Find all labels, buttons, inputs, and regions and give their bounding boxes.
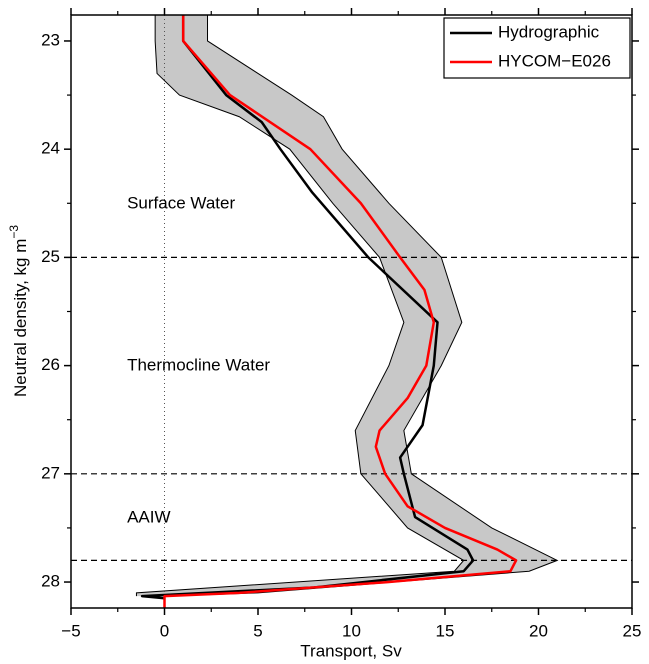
x-axis-label: Transport, Sv — [300, 641, 402, 660]
region-label: AAIW — [127, 507, 170, 526]
band-edge — [164, 15, 559, 597]
series-line — [163, 15, 518, 608]
x-tick-label: −5 — [61, 621, 80, 640]
legend-label: Hydrographic — [498, 22, 600, 41]
y-tick-label: 24 — [41, 139, 60, 158]
legend-label: HYCOM−E026 — [498, 51, 611, 70]
x-tick-label: 5 — [253, 621, 262, 640]
y-axis-label-text: Neutral density, kg m — [11, 239, 30, 397]
x-tick-label: 0 — [160, 621, 169, 640]
y-tick-label: 25 — [41, 247, 60, 266]
x-tick-label: 10 — [342, 621, 361, 640]
y-axis-label-superscript: −3 — [7, 225, 21, 239]
series-line — [140, 15, 475, 600]
legend-box — [443, 17, 631, 79]
region-label: Thermocline Water — [127, 355, 270, 374]
y-tick-label: 26 — [41, 355, 60, 374]
plot-area — [71, 15, 632, 608]
y-tick-label: 23 — [41, 30, 60, 49]
region-label: Surface Water — [127, 193, 235, 212]
y-tick-label: 27 — [41, 463, 60, 482]
y-tick-label: 28 — [41, 572, 60, 591]
x-tick-label: 15 — [436, 621, 455, 640]
y-axis-label: Neutral density, kg m−3 — [7, 225, 30, 397]
uncertainty-band — [136, 15, 558, 597]
x-tick-label: 20 — [529, 621, 548, 640]
x-tick-label: 25 — [623, 621, 642, 640]
band-edge — [135, 15, 465, 597]
